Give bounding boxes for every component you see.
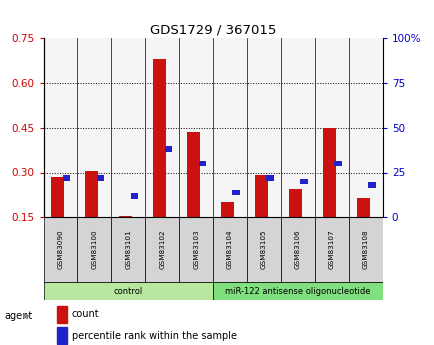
Bar [43, 282, 213, 300]
Bar [51, 177, 64, 217]
Bar [62, 175, 70, 180]
Bar [247, 217, 280, 282]
Bar [232, 189, 240, 195]
Text: GSM83102: GSM83102 [159, 230, 165, 269]
Text: GSM83107: GSM83107 [328, 230, 334, 269]
Bar [288, 189, 301, 217]
Bar [43, 217, 77, 282]
Bar [198, 161, 206, 166]
Bar [314, 217, 348, 282]
Bar [266, 175, 273, 180]
Text: miR-122 antisense oligonucleotide: miR-122 antisense oligonucleotide [225, 287, 370, 296]
Text: GSM83100: GSM83100 [91, 230, 97, 269]
Text: agent: agent [4, 311, 33, 321]
Text: GSM83106: GSM83106 [294, 230, 300, 269]
Bar [96, 175, 104, 180]
Bar [356, 198, 369, 217]
Bar [85, 171, 98, 217]
Bar [322, 128, 335, 217]
Text: GSM83104: GSM83104 [227, 230, 233, 269]
Bar [119, 216, 132, 217]
Bar [153, 59, 166, 217]
Text: percentile rank within the sample: percentile rank within the sample [72, 331, 236, 341]
Bar [145, 217, 179, 282]
Bar [56, 306, 67, 323]
Title: GDS1729 / 367015: GDS1729 / 367015 [150, 24, 276, 37]
Bar [77, 217, 111, 282]
Bar [280, 217, 314, 282]
Bar [220, 203, 233, 217]
Bar [333, 161, 341, 166]
Bar [111, 217, 145, 282]
Bar [213, 217, 247, 282]
Bar [164, 147, 172, 152]
Bar [367, 183, 375, 188]
Bar [213, 282, 382, 300]
Text: control: control [113, 287, 143, 296]
Text: GSM83108: GSM83108 [362, 230, 368, 269]
Bar [56, 327, 67, 344]
Text: GSM83101: GSM83101 [125, 230, 131, 269]
Bar [254, 176, 267, 217]
Text: GSM83090: GSM83090 [57, 230, 63, 269]
Bar [130, 193, 138, 198]
Bar [187, 132, 200, 217]
Bar [348, 217, 382, 282]
Text: GSM83105: GSM83105 [260, 230, 266, 269]
Bar [299, 179, 307, 184]
Bar [179, 217, 213, 282]
Text: count: count [72, 309, 99, 319]
Text: GSM83103: GSM83103 [193, 230, 199, 269]
